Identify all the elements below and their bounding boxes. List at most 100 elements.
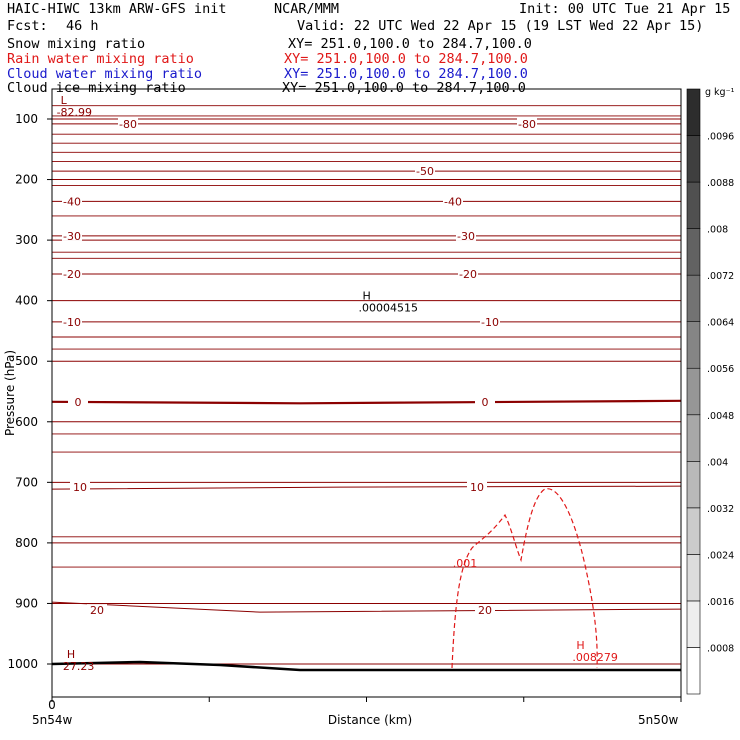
extremum-value: .008279 <box>572 651 618 664</box>
isotherm-20 <box>51 601 682 613</box>
label-mask <box>68 395 88 407</box>
field-cloudice-xy: XY= 251.0,100.0 to 284.7,100.0 <box>282 80 526 96</box>
x-axis-title: Distance (km) <box>328 713 412 727</box>
isotherm-label: -20 <box>63 268 81 281</box>
label-mask <box>456 229 476 241</box>
isotherm-label: -80 <box>518 118 536 131</box>
colorbar-swatch <box>686 461 701 509</box>
label-mask <box>475 395 495 407</box>
field-cloudwater-name: Cloud water mixing ratio <box>7 66 203 82</box>
x-start-label: 0 <box>48 698 56 712</box>
colorbar-level-label: .0096 <box>707 132 734 143</box>
label-mask <box>480 315 500 327</box>
colorbar-level-label: .0048 <box>707 411 734 422</box>
colorbar-swatch <box>686 321 701 369</box>
field-rain-name: Rain water mixing ratio <box>7 51 194 67</box>
isotherm-label: -10 <box>63 316 81 329</box>
colorbar-swatch <box>686 228 701 276</box>
label-mask <box>415 165 435 177</box>
y-tick-label: 900 <box>15 596 38 610</box>
y-tick-label: 600 <box>15 415 38 429</box>
init-time: Init: 00 UTC Tue 21 Apr 15 <box>519 1 731 17</box>
terrain-line <box>51 660 681 672</box>
forecast-hours: 46 h <box>66 18 99 34</box>
label-mask <box>458 268 478 280</box>
model-title: HAIC-HIWC 13km ARW-GFS init <box>7 1 227 17</box>
field-rain-xy: XY= 251.0,100.0 to 284.7,100.0 <box>284 51 528 67</box>
colorbar-level-label: .0056 <box>707 364 734 375</box>
label-mask <box>70 481 90 493</box>
colorbar-swatch <box>686 647 701 695</box>
forecast-label: Fcst: <box>7 18 48 34</box>
colorbar-swatch <box>686 181 701 229</box>
isotherm-label: -50 <box>416 165 434 178</box>
isotherm-label: -20 <box>459 268 477 281</box>
colorbar-swatch <box>686 414 701 462</box>
label-mask <box>467 481 487 493</box>
colorbar-swatch <box>686 507 701 555</box>
isotherm-label: 10 <box>470 481 484 494</box>
field-snow-name: Snow mixing ratio <box>7 36 146 52</box>
isotherm-label: -10 <box>481 316 499 329</box>
field-cloudice-name: Cloud ice mixing ratio <box>7 80 186 96</box>
label-mask <box>443 195 463 207</box>
label-mask <box>118 117 138 129</box>
valid-time: Valid: 22 UTC Wed 22 Apr 15 (19 LST Wed … <box>297 18 704 34</box>
rain-contour-line <box>451 488 598 669</box>
y-tick-label: 500 <box>15 354 38 368</box>
y-tick-label: 400 <box>15 294 38 308</box>
y-tick-label: 200 <box>15 173 38 187</box>
label-mask <box>62 195 82 207</box>
y-tick-label: 300 <box>15 233 38 247</box>
x-left-label: 5n54w <box>32 713 73 727</box>
colorbar-level-label: .004 <box>707 457 728 468</box>
colorbar-level-label: .008 <box>707 225 728 236</box>
y-axis-title: Pressure (hPa) <box>3 350 17 436</box>
extremum-h-marker: H <box>576 639 584 652</box>
isotherm-label: -80 <box>119 118 137 131</box>
isotherm-0 <box>51 399 682 405</box>
label-mask <box>62 268 82 280</box>
y-tick-label: 100 <box>15 112 38 126</box>
colorbar-level-label: .0064 <box>707 318 734 329</box>
colorbar-swatch <box>686 135 701 183</box>
plot-frame <box>51 88 682 698</box>
colorbar-level-label: .0008 <box>707 643 734 654</box>
colorbar-level-label: .0024 <box>707 550 734 561</box>
isotherm-10 <box>51 485 682 490</box>
isotherm-label: 10 <box>73 481 87 494</box>
label-mask <box>62 315 82 327</box>
label-mask <box>87 604 107 616</box>
extremum-value: 27.23 <box>63 660 94 673</box>
y-tick-label: 700 <box>15 475 38 489</box>
label-mask <box>517 117 537 129</box>
colorbar-level-label: .0072 <box>707 271 734 282</box>
field-snow-xy: XY= 251.0,100.0 to 284.7,100.0 <box>288 36 532 52</box>
extremum-l-marker: L <box>61 94 68 107</box>
colorbar-swatch <box>686 600 701 648</box>
colorbar-swatch <box>686 367 701 416</box>
org-label: NCAR/MMM <box>274 1 340 17</box>
extremum-value: -82.99 <box>57 106 92 119</box>
isotherm-label: -40 <box>63 195 81 208</box>
colorbar-level-label: .0088 <box>707 178 734 189</box>
colorbar-swatch <box>686 274 701 322</box>
isotherm-label: -30 <box>63 230 81 243</box>
label-mask <box>475 604 495 616</box>
isotherm-label: 20 <box>478 604 492 617</box>
colorbar-units: g kg⁻¹ <box>705 87 735 98</box>
extremum-h-marker: H <box>363 289 371 302</box>
rain-contour-label: .001 <box>453 557 478 570</box>
label-mask <box>62 229 82 241</box>
field-cloudwater-xy: XY= 251.0,100.0 to 284.7,100.0 <box>284 66 528 82</box>
y-tick-label: 800 <box>15 536 38 550</box>
colorbar-swatch <box>686 88 701 136</box>
colorbar-level-label: .0016 <box>707 597 734 608</box>
isotherm-label: 0 <box>75 396 82 409</box>
x-right-label: 5n50w <box>638 713 679 727</box>
y-tick-label: 1000 <box>7 657 38 671</box>
isotherm-label: 20 <box>90 604 104 617</box>
extremum-h-marker: H <box>67 648 75 661</box>
isotherm-label: -30 <box>457 230 475 243</box>
